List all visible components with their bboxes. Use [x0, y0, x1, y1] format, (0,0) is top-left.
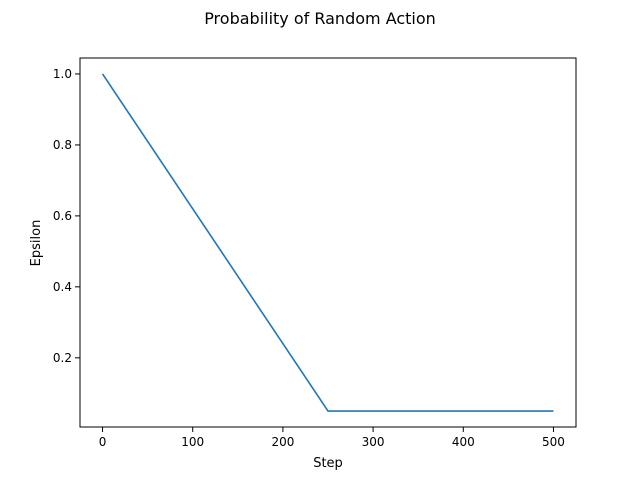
x-tick-label: 100	[181, 435, 204, 449]
y-axis-label: Epsilon	[29, 220, 44, 267]
x-axis-label: Step	[313, 456, 343, 471]
chart-title: Probability of Random Action	[204, 9, 436, 28]
y-tick-label: 0.4	[53, 280, 72, 294]
plot-area	[79, 57, 577, 428]
x-tick-label: 0	[99, 435, 107, 449]
y-axis: 0.2 0.4 0.6 0.8 1.0	[53, 67, 80, 365]
y-tick-label: 1.0	[53, 67, 72, 81]
x-tick-label: 300	[362, 435, 385, 449]
x-tick-label: 500	[542, 435, 565, 449]
y-tick-label: 0.6	[53, 209, 72, 223]
series-line	[101, 73, 554, 412]
series-layer	[101, 73, 554, 412]
y-tick-label: 0.8	[53, 138, 72, 152]
x-tick-label: 200	[271, 435, 294, 449]
y-tick-label: 0.2	[53, 351, 72, 365]
x-tick-label: 400	[452, 435, 475, 449]
x-axis: 0 100 200 300 400 500	[99, 427, 565, 449]
